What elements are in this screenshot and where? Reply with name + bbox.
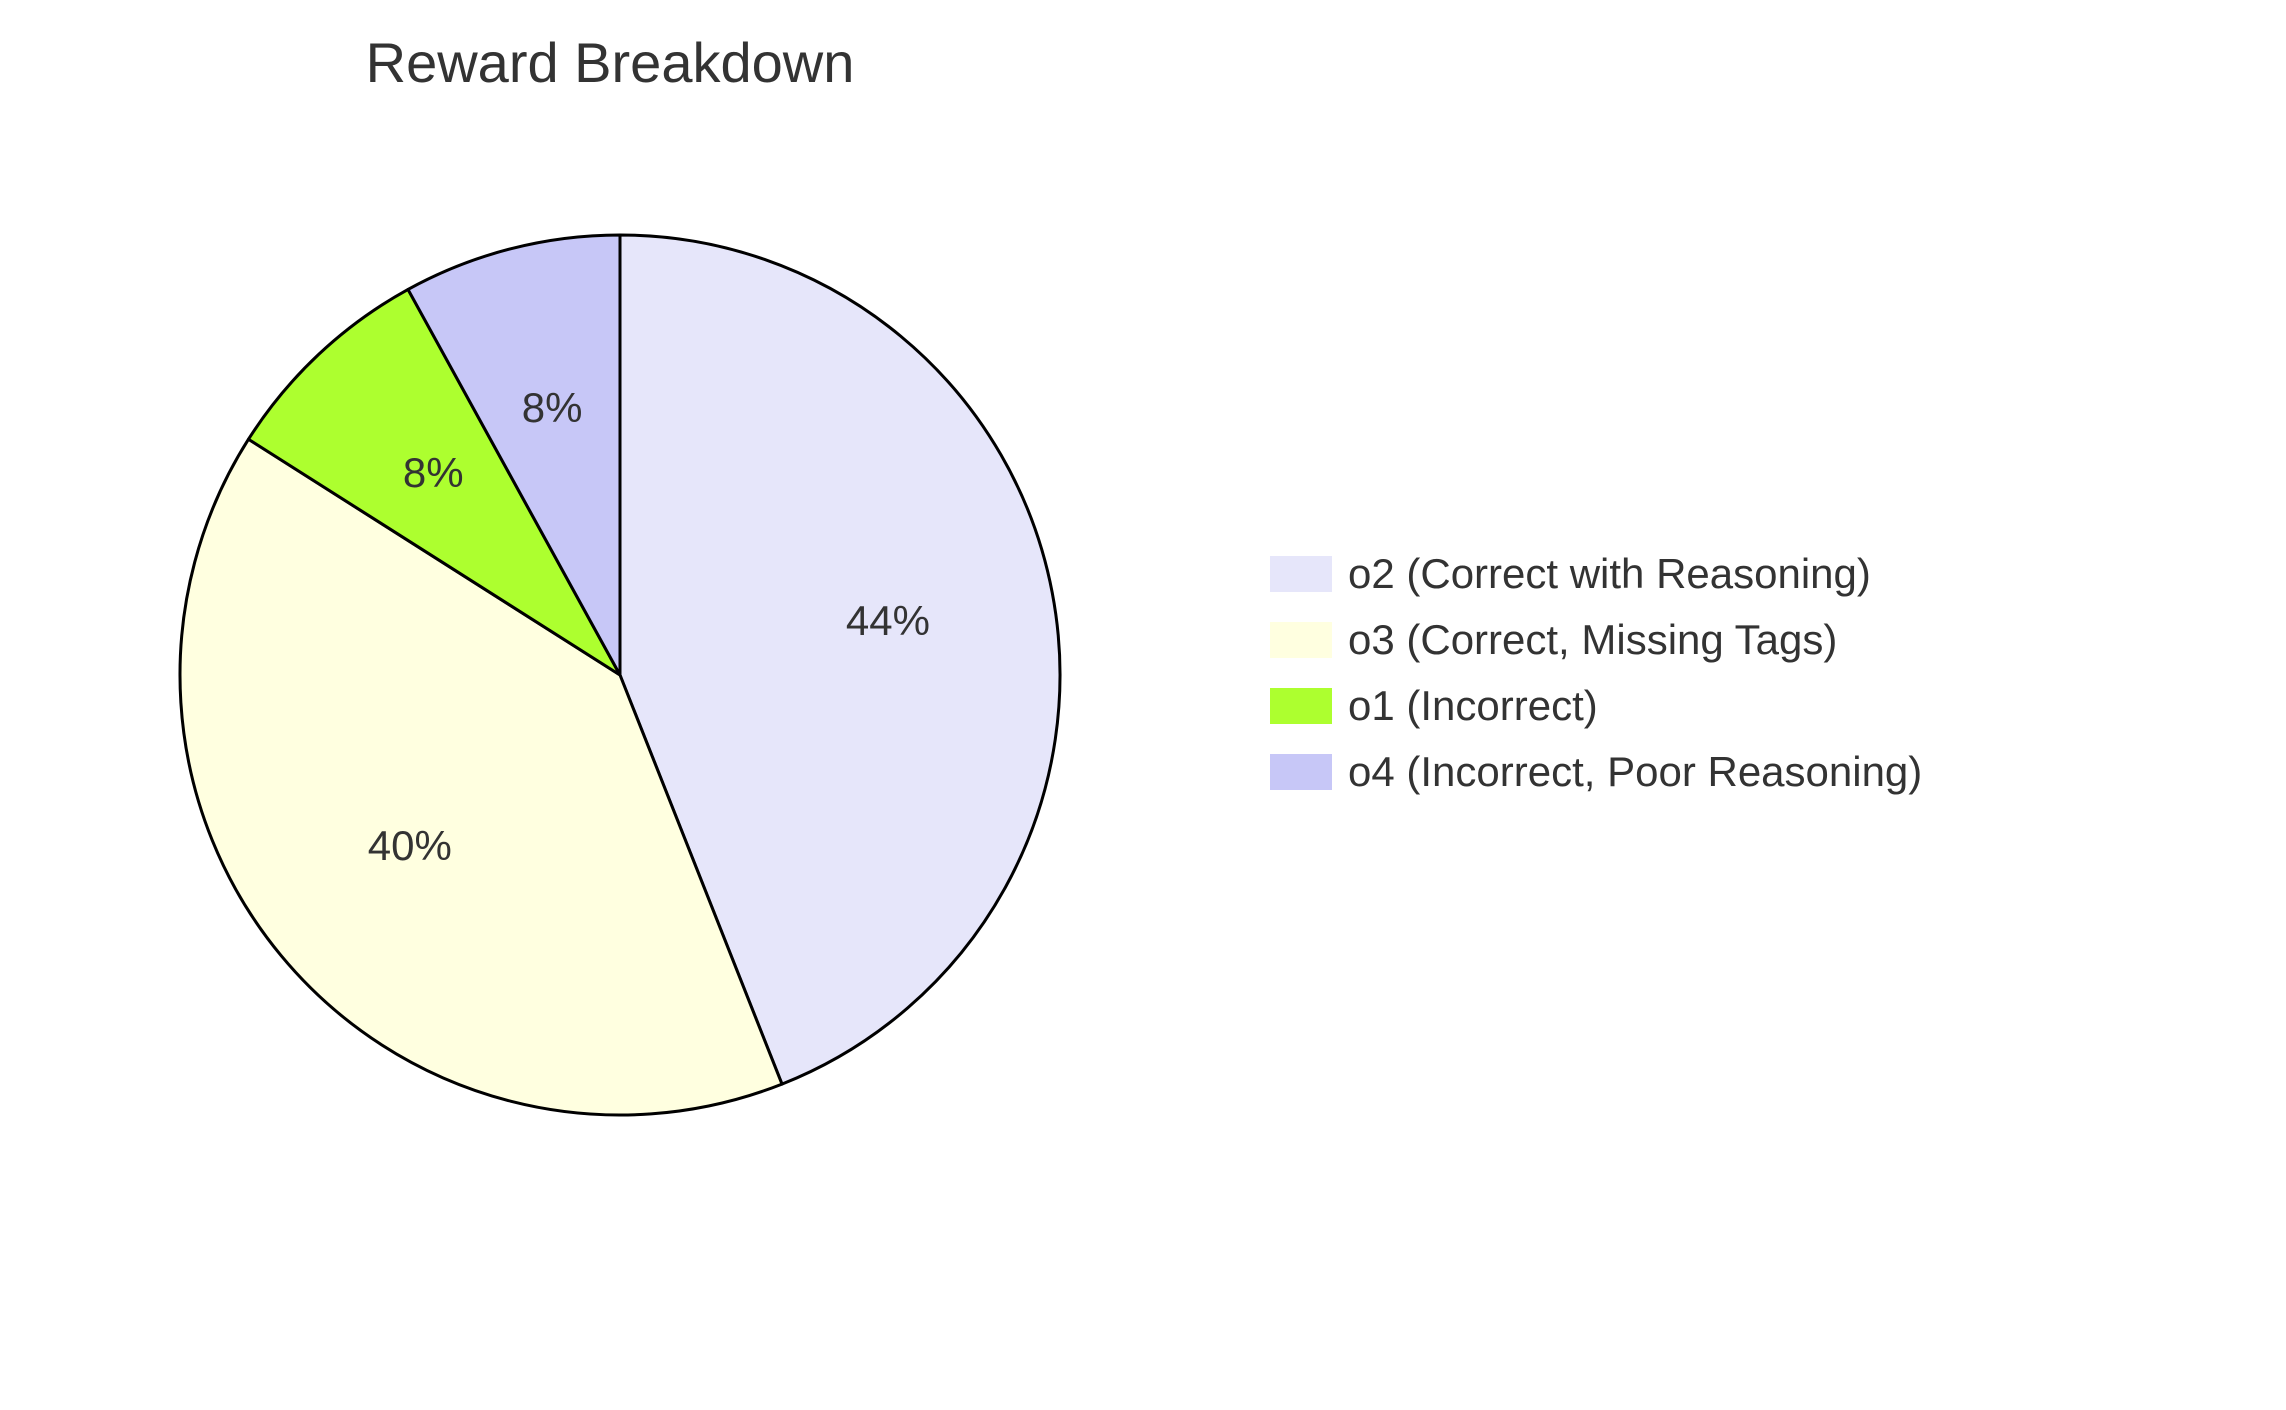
legend-label-o2: o2 (Correct with Reasoning) xyxy=(1348,550,1871,598)
legend: o2 (Correct with Reasoning) o3 (Correct, … xyxy=(1270,550,1922,814)
legend-swatch-o2 xyxy=(1270,556,1332,592)
legend-item-o1: o1 (Incorrect) xyxy=(1270,682,1922,730)
legend-swatch-o4 xyxy=(1270,754,1332,790)
pie-chart-container: Reward Breakdown 44% 40% 8% 8% xyxy=(160,30,1060,1380)
legend-item-o4: o4 (Incorrect, Poor Reasoning) xyxy=(1270,748,1922,796)
pie-svg: 44% 40% 8% 8% xyxy=(160,115,1080,1135)
slice-label-o1: 8% xyxy=(403,449,464,496)
slice-label-o2: 44% xyxy=(846,597,930,644)
legend-label-o1: o1 (Incorrect) xyxy=(1348,682,1598,730)
legend-item-o2: o2 (Correct with Reasoning) xyxy=(1270,550,1922,598)
chart-title: Reward Breakdown xyxy=(160,30,1060,95)
pie-wrapper: 44% 40% 8% 8% xyxy=(160,115,1060,1015)
legend-label-o3: o3 (Correct, Missing Tags) xyxy=(1348,616,1837,664)
legend-swatch-o3 xyxy=(1270,622,1332,658)
legend-swatch-o1 xyxy=(1270,688,1332,724)
slice-label-o3: 40% xyxy=(368,822,452,869)
legend-label-o4: o4 (Incorrect, Poor Reasoning) xyxy=(1348,748,1922,796)
legend-item-o3: o3 (Correct, Missing Tags) xyxy=(1270,616,1922,664)
slice-label-o4: 8% xyxy=(522,384,583,431)
